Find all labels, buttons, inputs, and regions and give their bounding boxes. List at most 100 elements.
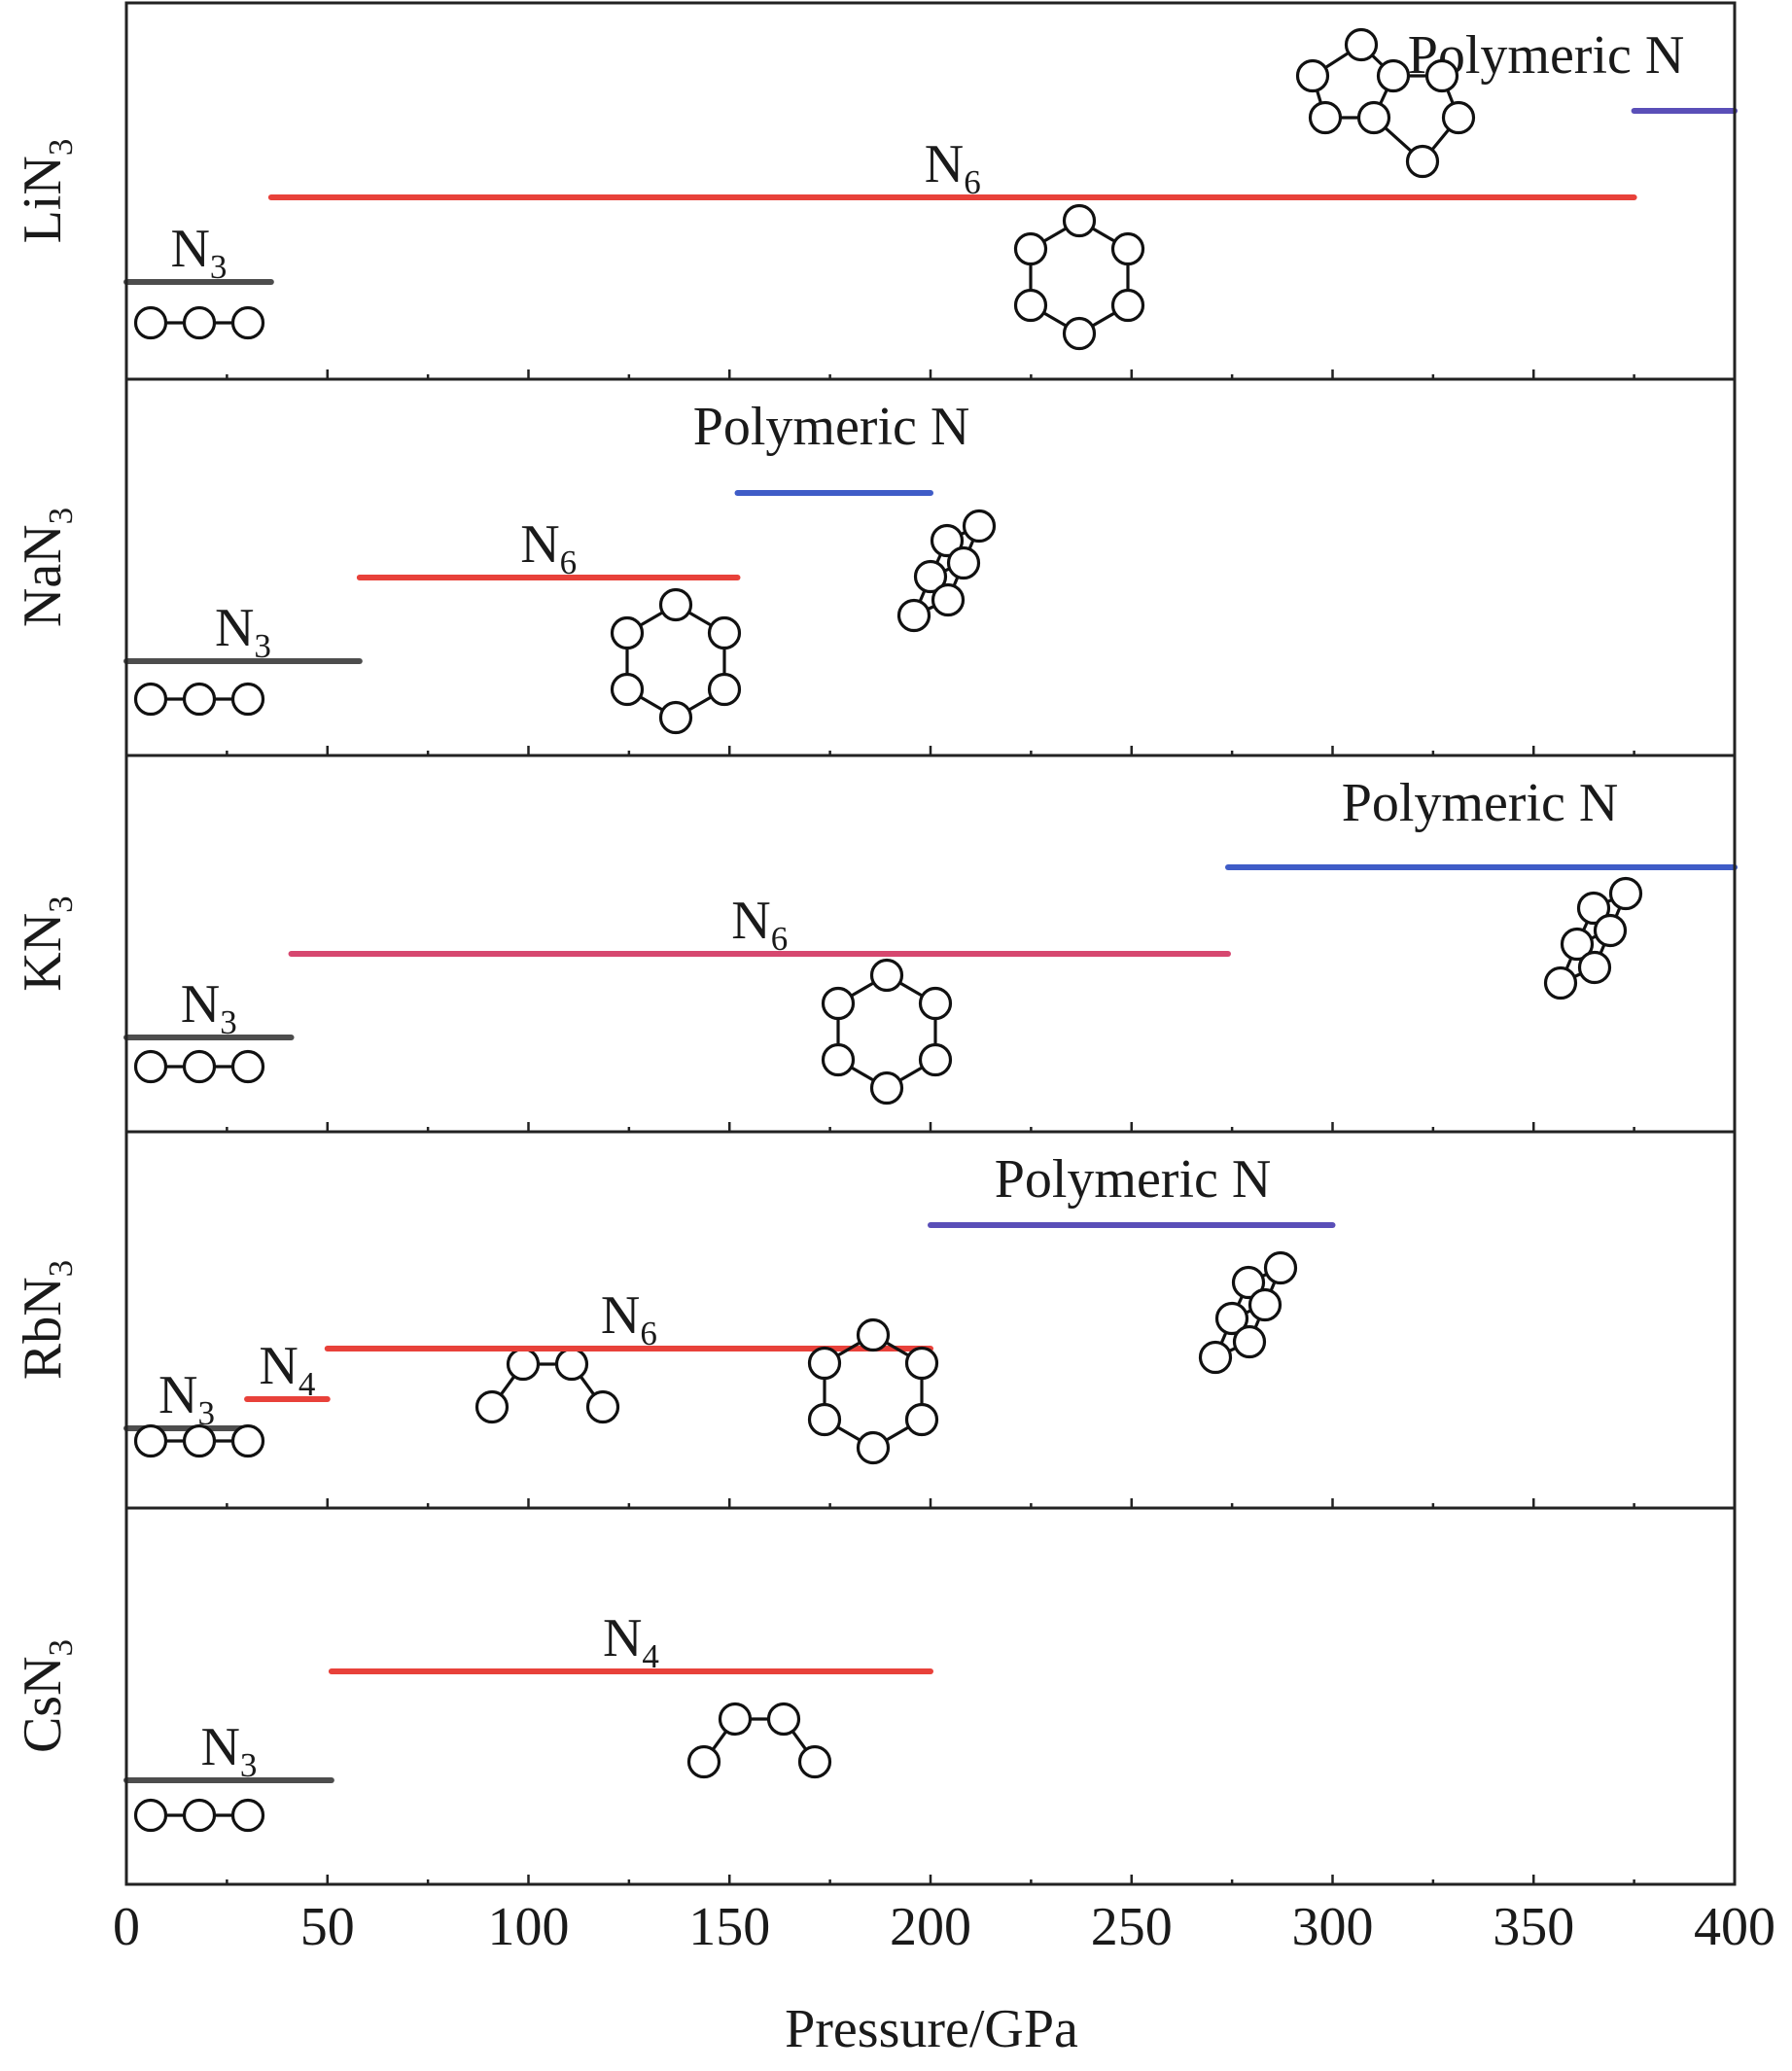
atom	[182, 1049, 217, 1084]
compound-label-main: NaN	[13, 524, 73, 627]
atom	[133, 1798, 168, 1833]
phase-label: N3	[215, 598, 271, 665]
ladder-chain-icon	[1543, 876, 1643, 1000]
atom	[133, 1423, 168, 1458]
hexagon-ring-icon	[807, 1317, 939, 1465]
atom	[856, 1317, 891, 1352]
atom	[1232, 1324, 1267, 1359]
phase-label: Polymeric N	[693, 397, 970, 457]
atom	[1576, 891, 1611, 926]
phase-label-sub: 3	[254, 627, 271, 665]
atom	[585, 1389, 620, 1424]
atom	[658, 700, 693, 735]
atom	[658, 587, 693, 622]
x-tick-label: 0	[113, 1897, 140, 1957]
phase-label-sub: 3	[220, 1003, 237, 1041]
phase-label-sub: 4	[299, 1365, 316, 1403]
compound-label: RbN3	[13, 1260, 80, 1380]
atom	[1543, 965, 1578, 1000]
atom	[1376, 58, 1411, 93]
phase-label: N6	[925, 134, 981, 201]
x-tick-label: 350	[1493, 1897, 1574, 1957]
compound-label-sub: 3	[42, 895, 80, 913]
atom	[1593, 913, 1628, 948]
atom	[766, 1702, 801, 1737]
atom	[807, 1346, 842, 1381]
atom	[182, 1798, 217, 1833]
phase-label-main: N	[731, 891, 770, 951]
x-tick-label: 100	[488, 1897, 570, 1957]
atom	[856, 1430, 891, 1465]
atom	[1013, 231, 1048, 266]
phase-label-main: Polymeric N	[1342, 773, 1619, 833]
atom	[506, 1347, 541, 1382]
atom	[904, 1402, 939, 1437]
atom	[946, 545, 981, 580]
atom	[1356, 100, 1391, 135]
atom	[930, 523, 965, 558]
atom	[821, 1042, 856, 1077]
phase-label-main: N	[215, 598, 254, 658]
zigzag4-icon	[474, 1347, 620, 1424]
x-tick-label: 400	[1694, 1897, 1775, 1957]
atom	[1308, 100, 1343, 135]
atom	[610, 672, 645, 707]
phase-label: N4	[603, 1608, 659, 1675]
compound-label-sub: 3	[42, 1260, 80, 1278]
atom	[718, 1702, 753, 1737]
phase-label: N6	[520, 514, 577, 581]
atom	[1231, 1265, 1266, 1300]
compound-label-sub: 3	[42, 508, 80, 525]
phase-label: N6	[601, 1285, 657, 1352]
x-tick-label: 250	[1091, 1897, 1173, 1957]
x-tick-label: 200	[890, 1897, 971, 1957]
phase-label-main: N	[259, 1336, 298, 1396]
atom	[869, 1071, 904, 1106]
atom	[1013, 288, 1048, 323]
atom	[1424, 58, 1459, 93]
fused-rings-icon	[1295, 27, 1476, 179]
atom	[182, 1423, 217, 1458]
atom	[821, 986, 856, 1021]
phase-label-main: N	[200, 1717, 239, 1777]
phase-label: N3	[170, 219, 227, 286]
hexagon-ring-icon	[1013, 203, 1145, 351]
phase-label-sub: 3	[198, 1394, 216, 1432]
phase-label-main: Polymeric N	[995, 1149, 1272, 1210]
hexagon-ring-icon	[610, 587, 742, 735]
compound-label: NaN3	[13, 508, 80, 627]
compound-label-main: RbN	[13, 1277, 73, 1380]
phase-label: N4	[259, 1336, 315, 1403]
phase-label-sub: 6	[964, 163, 981, 201]
atom	[1295, 58, 1330, 93]
phase-label-main: N	[181, 974, 220, 1035]
atom	[133, 1049, 168, 1084]
atom	[913, 559, 948, 594]
hexagon-ring-icon	[821, 958, 953, 1106]
atom	[962, 509, 997, 544]
atom	[1062, 316, 1097, 351]
atom	[1198, 1340, 1233, 1375]
phase-label-sub: 4	[642, 1637, 659, 1675]
atom	[1062, 203, 1097, 238]
compound-label-main: KN	[13, 913, 73, 992]
phase-label-main: Polymeric N	[693, 397, 970, 457]
phase-label-sub: 6	[640, 1315, 657, 1352]
phase-label-main: N	[603, 1608, 642, 1668]
phase-label-main: N	[601, 1285, 640, 1346]
atom	[1441, 100, 1476, 135]
chain3-icon	[133, 682, 265, 717]
atom	[554, 1347, 589, 1382]
phase-label-main: N	[520, 514, 559, 575]
compound-label-sub: 3	[42, 1639, 80, 1657]
ladder-chain-icon	[896, 509, 997, 633]
phase-label-main: N	[925, 134, 964, 194]
phase-label-main: N	[158, 1365, 197, 1425]
atom	[686, 1744, 721, 1779]
atom	[896, 598, 931, 633]
atom	[474, 1389, 509, 1424]
